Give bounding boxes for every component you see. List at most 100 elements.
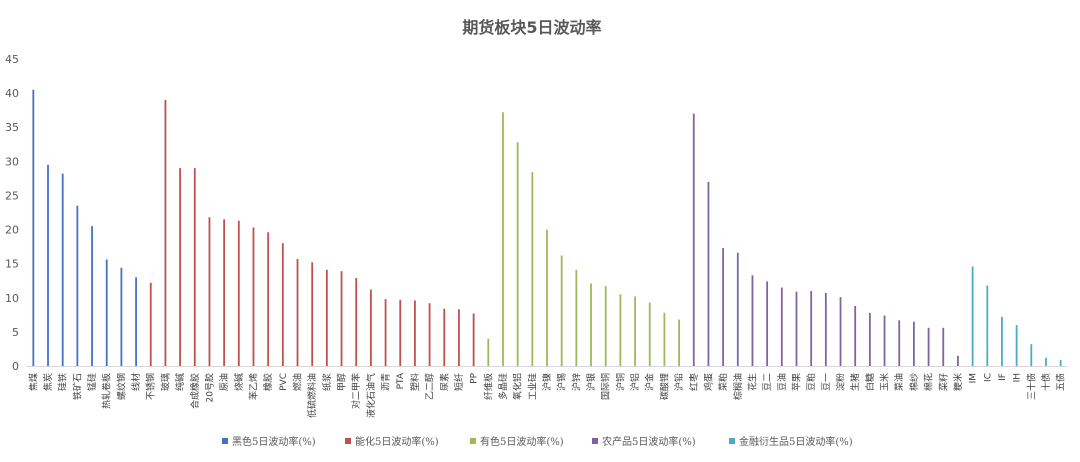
x-tick-label: 淀粉 <box>835 373 847 391</box>
bar-苯乙烯 <box>252 227 255 366</box>
bar-20号胶 <box>208 217 211 366</box>
x-tick-label: 棉花 <box>923 373 935 391</box>
x-tick-label: 国际铜 <box>600 373 612 400</box>
x-tick-label: 生猪 <box>849 373 861 391</box>
bar-玻璃 <box>164 99 167 366</box>
x-tick-label: 乙二醇 <box>424 373 436 400</box>
y-tick-label: 25 <box>5 189 19 202</box>
bar-红枣 <box>692 113 695 366</box>
bar-淀粉 <box>839 297 842 366</box>
bar-烧碱 <box>237 220 240 366</box>
x-tick-label: IH <box>1013 373 1023 382</box>
bar-豆二 <box>766 281 769 366</box>
x-tick-label: 苹果 <box>790 373 802 391</box>
x-tick-label: 豆油 <box>776 373 788 391</box>
bar-IM <box>971 266 974 366</box>
bar-菜油 <box>898 320 901 366</box>
y-tick-label: 0 <box>12 360 19 373</box>
bar-沪银 <box>590 283 592 366</box>
bar-PTA <box>399 299 402 366</box>
y-tick-label: 20 <box>5 224 19 237</box>
x-tick-label: 线材 <box>130 373 142 391</box>
x-tick-label: 沪铅 <box>673 373 685 391</box>
bar-IC <box>986 285 989 366</box>
x-tick-label: 菜粕 <box>717 373 729 391</box>
x-tick-label: 原油 <box>218 373 230 391</box>
bar-尿素 <box>443 308 446 366</box>
x-tick-label: 十债 <box>1040 373 1052 391</box>
x-tick-label: 短纤 <box>453 373 465 391</box>
bar-十债 <box>1045 357 1047 366</box>
x-tick-label: 焦煤 <box>27 373 39 391</box>
bar-多晶硅 <box>502 112 504 366</box>
y-tick-label: 35 <box>5 121 19 134</box>
bar-粳米 <box>957 355 959 366</box>
x-tick-label: 玉米 <box>879 373 891 391</box>
x-tick-label: 红枣 <box>688 373 700 391</box>
x-tick-label: PP <box>470 372 480 383</box>
chart-title: 期货板块5日波动率 <box>462 18 601 37</box>
bar-短纤 <box>458 309 460 366</box>
bar-甲醇 <box>340 271 343 366</box>
x-tick-label: 沪银 <box>585 373 597 391</box>
x-tick-label: 螺纹钢 <box>115 373 127 400</box>
bar-沪金 <box>648 302 651 366</box>
bar-线材 <box>135 277 137 366</box>
x-tick-label: PTA <box>396 372 406 389</box>
x-tick-label: 多晶硅 <box>497 373 509 400</box>
bar-沪锡 <box>560 255 563 366</box>
bar-PVC <box>281 243 284 366</box>
y-tick-label: 30 <box>5 155 19 168</box>
bar-PP <box>472 313 475 366</box>
bar-橡胶 <box>267 232 270 366</box>
x-tick-label: 沥青 <box>380 373 392 391</box>
x-tick-label: 烧碱 <box>233 373 245 391</box>
x-tick-label: 纤维板 <box>482 373 494 400</box>
legend-label: 黑色5日波动率(%) <box>232 435 316 448</box>
bar-沪锌 <box>575 269 578 366</box>
legend-label: 能化5日波动率(%) <box>355 435 439 448</box>
x-tick-label: IC <box>983 373 993 382</box>
x-tick-label: 粳米 <box>952 373 964 391</box>
bar-原油 <box>223 219 226 366</box>
bar-国际铜 <box>604 286 607 366</box>
x-tick-label: 塑料 <box>409 373 421 391</box>
bar-沪铜 <box>619 294 622 366</box>
bar-液化石油气 <box>369 289 372 366</box>
x-tick-label: 液化石油气 <box>365 373 377 418</box>
bar-氧化铝 <box>516 142 519 366</box>
x-tick-label: 棕榈油 <box>732 373 744 400</box>
x-tick-label: 玻璃 <box>159 373 171 391</box>
x-tick-label: 对二甲苯 <box>350 373 362 409</box>
bar-白糖 <box>868 312 871 366</box>
x-tick-label: 工业硅 <box>526 373 538 400</box>
bar-棉纱 <box>913 321 915 366</box>
bar-豆油 <box>780 287 783 366</box>
x-tick-label: 沪锌 <box>570 373 582 391</box>
bar-燃油 <box>296 258 299 366</box>
bar-铁矿石 <box>76 205 79 366</box>
y-tick-label: 45 <box>5 53 19 66</box>
bar-螺纹钢 <box>120 267 123 366</box>
x-tick-label: 沪镍 <box>541 373 553 391</box>
legend-swatch <box>470 438 476 444</box>
bar-豆一 <box>824 293 827 366</box>
bar-IH <box>1015 325 1018 366</box>
y-tick-label: 15 <box>5 258 19 271</box>
bar-沥青 <box>384 299 387 366</box>
bar-焦炭 <box>47 164 49 366</box>
x-tick-label: 菜油 <box>893 373 905 391</box>
bar-不锈钢 <box>149 282 152 366</box>
legend-swatch <box>222 438 228 444</box>
x-tick-label: 沪金 <box>644 373 656 391</box>
x-tick-label: 硅铁 <box>57 373 69 391</box>
x-tick-label: 纸浆 <box>321 373 333 391</box>
bar-纸浆 <box>325 269 328 366</box>
bar-锰硅 <box>91 226 93 366</box>
y-axis: 0 5 10 15 20 25 30 35 40 45 <box>5 53 1068 373</box>
x-tick-label: 20号胶 <box>203 373 215 402</box>
legend-label: 农产品5日波动率(%) <box>602 435 696 448</box>
x-tick-label: 低硫燃料油 <box>306 373 318 418</box>
legend-label: 有色5日波动率(%) <box>480 435 564 448</box>
x-tick-label: 鸡蛋 <box>702 373 714 391</box>
